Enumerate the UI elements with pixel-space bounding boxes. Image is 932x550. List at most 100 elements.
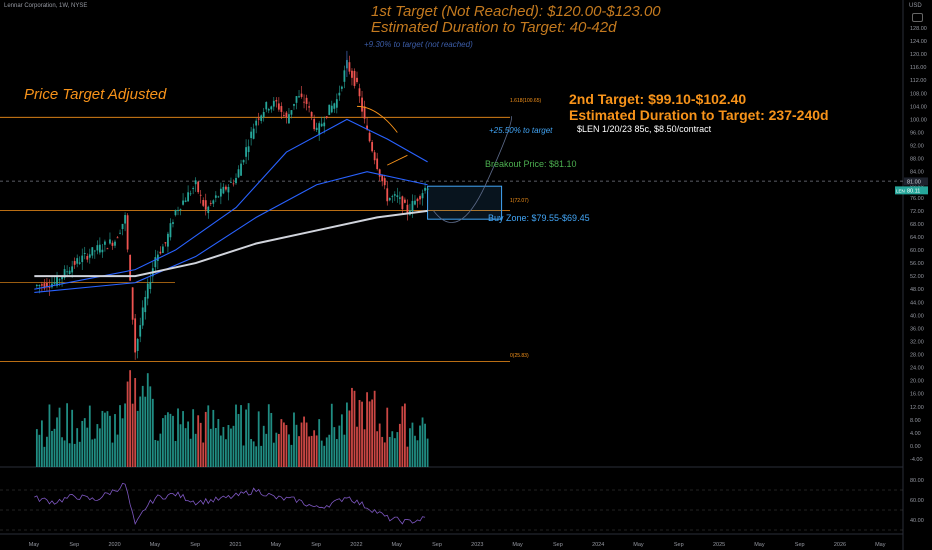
price-tick-label: -4.00 — [910, 457, 923, 463]
price-candle-body — [416, 198, 419, 202]
volume-bar — [277, 433, 280, 467]
volume-bar — [96, 424, 99, 467]
volume-bar — [73, 443, 76, 467]
volume-bar — [76, 428, 79, 467]
buy-zone-box[interactable] — [427, 185, 503, 220]
price-candle-body — [356, 77, 358, 83]
settings-icon[interactable] — [912, 13, 923, 22]
volume-bar — [330, 403, 333, 467]
price-candle-body — [93, 250, 96, 252]
price-candle-body — [227, 186, 230, 193]
price-candle-body — [381, 174, 384, 182]
price-candle-body — [35, 284, 38, 287]
price-tick-label: 124.00 — [910, 39, 927, 45]
volume-bar — [421, 417, 424, 467]
price-candle-body — [340, 86, 343, 89]
volume-bar — [414, 435, 416, 467]
price-tick-label: 60.00 — [910, 248, 924, 254]
price-target-adjusted: Price Target Adjusted — [24, 86, 167, 103]
volume-bar — [363, 429, 366, 467]
volume-bars — [35, 370, 429, 467]
volume-bar — [348, 410, 351, 467]
price-candle-body — [288, 114, 290, 124]
price-candle-body — [262, 112, 265, 118]
price-tick-label: 120.00 — [910, 52, 927, 58]
price-candle-body — [202, 199, 205, 206]
volume-bar — [242, 445, 245, 467]
volume-bar — [98, 428, 101, 467]
symbol-badge — [895, 186, 904, 195]
volume-bar — [275, 432, 278, 467]
price-candle-body — [174, 210, 177, 216]
volume-bar — [68, 443, 71, 467]
price-tick-label: 0.00 — [910, 444, 921, 450]
volume-bar — [388, 436, 391, 467]
price-candle-body — [247, 146, 250, 153]
price-candle-body — [106, 248, 109, 250]
buy-zone-rect — [427, 185, 503, 220]
price-candle-body — [308, 106, 311, 108]
volume-bar — [48, 404, 51, 467]
volume-bar — [71, 409, 74, 467]
price-tick-label: 112.00 — [910, 78, 926, 84]
volume-bar — [361, 401, 363, 467]
price-axis[interactable]: 128.00 124.00 120.00 116.00 112.00 108.00 104.… — [895, 26, 928, 524]
volume-bar — [250, 439, 253, 467]
price-candle-body — [403, 199, 406, 203]
volume-bar — [63, 440, 66, 467]
fib-1-label: 1(72.07) — [510, 198, 529, 204]
volume-bar — [255, 446, 258, 467]
price-candle-body — [401, 196, 404, 210]
time-tick-label: May — [392, 542, 403, 548]
volume-bar — [91, 439, 94, 467]
volume-bar — [227, 425, 230, 467]
price-candle-body — [222, 186, 225, 194]
price-candle-body — [351, 70, 353, 78]
time-tick-label: 2022 — [350, 542, 362, 548]
volume-bar — [101, 410, 104, 467]
price-candle-body — [338, 92, 341, 96]
currency-label: USD — [909, 3, 922, 9]
volume-bar — [328, 434, 331, 467]
time-axis[interactable]: May Sep 2020 May Sep 2021 May Sep 2022 May Sep 2023… — [29, 542, 886, 548]
price-candle-body — [414, 200, 416, 205]
price-candle-body — [293, 104, 295, 106]
price-candle-body — [275, 100, 278, 102]
price-tick-label: 92.00 — [910, 144, 924, 150]
price-candle-body — [96, 245, 99, 251]
volume-bar — [144, 396, 147, 467]
price-candle-body — [406, 204, 409, 214]
price-candles — [35, 55, 429, 360]
moving-average-line — [34, 171, 428, 294]
price-candle-body — [197, 181, 200, 193]
price-candle-body — [119, 232, 121, 234]
volume-bar — [419, 425, 421, 467]
volume-bar — [290, 444, 293, 467]
price-candle-body — [333, 103, 336, 109]
volume-bar — [282, 422, 285, 467]
price-candle-body — [318, 123, 321, 136]
volume-bar — [424, 423, 426, 467]
price-candle-body — [219, 188, 222, 197]
time-tick-label: Sep — [190, 542, 200, 548]
target2-line1: 2nd Target: $99.10-$102.40 — [569, 91, 747, 107]
volume-bar — [111, 442, 114, 467]
volume-bar — [182, 411, 184, 467]
volume-bar — [232, 425, 235, 467]
price-candle-body — [325, 116, 328, 118]
price-candle-body — [315, 127, 318, 130]
volume-bar — [202, 442, 205, 467]
price-candle-body — [144, 297, 147, 313]
volume-bar — [146, 373, 149, 467]
volume-bar — [106, 411, 109, 467]
volume-bar — [56, 417, 58, 467]
price-tick-label: 44.00 — [910, 300, 924, 306]
price-candle-body — [232, 183, 235, 185]
volume-bar — [398, 423, 401, 467]
price-candle-body — [179, 208, 182, 210]
price-tick-label: 56.00 — [910, 261, 924, 267]
price-candle-body — [182, 200, 184, 205]
price-tick-label: 76.00 — [910, 196, 924, 202]
volume-bar — [265, 433, 268, 467]
